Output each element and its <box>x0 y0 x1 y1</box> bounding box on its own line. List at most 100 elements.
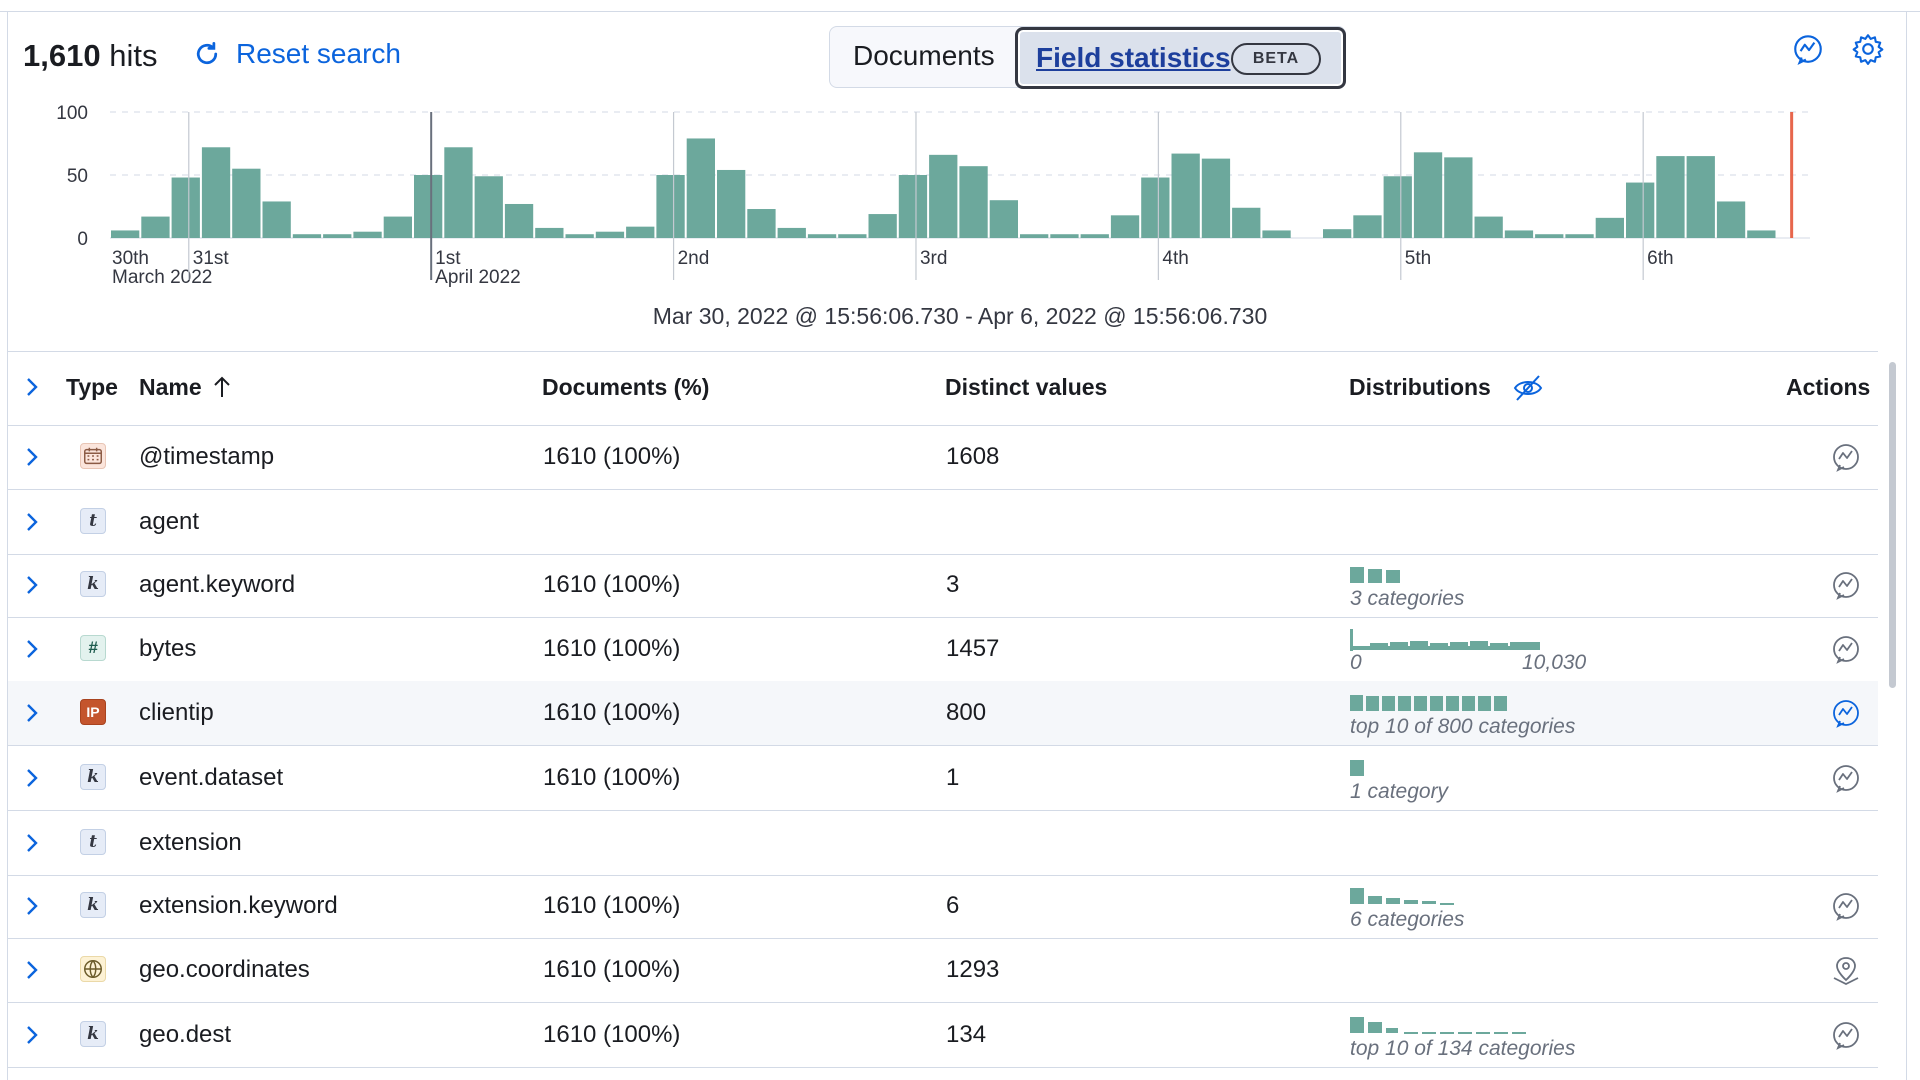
histogram-bar[interactable] <box>171 177 200 238</box>
reset-search-button[interactable]: Reset search <box>192 38 401 70</box>
histogram-bar[interactable] <box>1504 230 1534 238</box>
histogram-bar[interactable] <box>1201 158 1231 238</box>
histogram-bar[interactable] <box>1716 201 1746 238</box>
histogram-bar[interactable] <box>747 209 776 238</box>
histogram-bar[interactable] <box>1656 156 1685 238</box>
histogram-bar[interactable] <box>1020 234 1049 238</box>
x-tick-label: 3rd <box>920 248 947 269</box>
hits-label: hits <box>109 38 158 73</box>
distribution-bar <box>1458 1032 1472 1034</box>
tab-documents[interactable]: Documents <box>853 40 995 71</box>
map-pin-icon[interactable] <box>1830 954 1862 986</box>
histogram-bar[interactable] <box>898 175 928 238</box>
histogram-bar[interactable] <box>1413 152 1443 238</box>
chevron-right-icon[interactable] <box>22 509 42 535</box>
histogram-bar[interactable] <box>504 203 534 238</box>
column-header-documents[interactable]: Documents (%) <box>542 374 710 400</box>
histogram-bar[interactable] <box>959 166 988 238</box>
documents-count: 1610 (100%) <box>543 443 681 470</box>
chevron-right-icon[interactable] <box>22 893 42 919</box>
column-header-distinct-values[interactable]: Distinct values <box>945 374 1108 400</box>
histogram-bar[interactable] <box>1080 234 1109 238</box>
distribution-bar <box>1350 629 1353 651</box>
histogram-bar[interactable] <box>1262 230 1291 238</box>
histogram-bar[interactable] <box>323 234 352 238</box>
chevron-right-icon[interactable] <box>22 957 42 983</box>
chevron-right-icon[interactable] <box>22 830 42 856</box>
chevron-right-icon[interactable] <box>22 700 42 726</box>
field-name: extension <box>139 829 242 856</box>
table-top-border <box>8 351 1878 352</box>
ai-assistant-icon[interactable] <box>1791 32 1825 66</box>
histogram-bar[interactable] <box>292 234 322 238</box>
distribution-chart <box>1350 695 1507 711</box>
ai-assistant-icon[interactable] <box>1830 633 1862 665</box>
ai-assistant-icon[interactable] <box>1830 1019 1862 1051</box>
distribution-max-label: 10,030 <box>1522 651 1587 674</box>
histogram-bar[interactable] <box>383 216 412 238</box>
documents-count: 1610 (100%) <box>543 571 681 598</box>
histogram-bar[interactable] <box>262 201 291 238</box>
histogram-bar[interactable] <box>353 231 382 238</box>
histogram-bar[interactable] <box>1474 216 1503 238</box>
histogram-bar[interactable] <box>1353 215 1382 238</box>
gear-icon[interactable] <box>1851 32 1885 66</box>
eye-closed-icon[interactable] <box>1512 373 1544 403</box>
histogram-bar[interactable] <box>777 227 806 238</box>
histogram-bar[interactable] <box>656 175 685 238</box>
histogram-bar[interactable] <box>1565 234 1594 238</box>
chevron-right-icon[interactable] <box>22 636 42 662</box>
histogram-bar[interactable] <box>929 154 958 238</box>
expand-all-chevron-icon[interactable] <box>22 374 42 400</box>
histogram-bar[interactable] <box>1050 234 1079 238</box>
column-header-type[interactable]: Type <box>66 374 118 400</box>
column-header-name[interactable]: Name <box>139 374 230 401</box>
ai-assistant-icon[interactable] <box>1830 762 1862 794</box>
histogram-bar[interactable] <box>626 226 655 238</box>
histogram-bar[interactable] <box>1535 234 1564 238</box>
histogram-bar[interactable] <box>1747 230 1776 238</box>
histogram-bar[interactable] <box>1171 153 1200 238</box>
distinct-values-count: 1457 <box>946 635 1000 662</box>
histogram-bar[interactable] <box>444 147 473 238</box>
chevron-right-icon[interactable] <box>22 444 42 470</box>
histogram-bar[interactable] <box>414 175 443 238</box>
ai-assistant-icon[interactable] <box>1830 569 1862 601</box>
histogram-bar[interactable] <box>807 234 837 238</box>
histogram-bar[interactable] <box>989 200 1018 238</box>
histogram-bar[interactable] <box>1323 229 1352 238</box>
histogram-bar[interactable] <box>1444 157 1473 238</box>
column-header-actions: Actions <box>1786 374 1871 400</box>
histogram-bar[interactable] <box>1110 215 1140 238</box>
chevron-right-icon[interactable] <box>22 1022 42 1048</box>
ai-assistant-icon[interactable] <box>1830 441 1862 473</box>
histogram-bar[interactable] <box>474 176 503 238</box>
ai-assistant-icon[interactable] <box>1830 697 1862 729</box>
field-name: event.dataset <box>139 764 284 791</box>
x-tick-sublabel: April 2022 <box>435 267 521 288</box>
histogram-bar[interactable] <box>141 216 170 238</box>
chevron-right-icon[interactable] <box>22 765 42 791</box>
histogram-bar[interactable] <box>717 169 746 238</box>
table-scrollbar[interactable] <box>1889 362 1896 688</box>
histogram-bar[interactable] <box>535 227 564 238</box>
histogram-bar[interactable] <box>595 231 625 238</box>
histogram-bar[interactable] <box>1383 176 1412 238</box>
chevron-right-icon[interactable] <box>22 572 42 598</box>
histogram-bar[interactable] <box>1141 177 1170 238</box>
histogram-bar[interactable] <box>1686 156 1715 238</box>
histogram-bar[interactable] <box>232 168 261 238</box>
histogram-bar[interactable] <box>868 214 897 238</box>
histogram-bar[interactable] <box>1626 182 1655 238</box>
histogram-bar[interactable] <box>686 138 715 238</box>
hits-counter: 1,610 hits <box>23 38 157 74</box>
histogram-bar[interactable] <box>1232 207 1261 238</box>
tab-field-statistics[interactable]: Field statistics BETA <box>1015 27 1346 89</box>
histogram-bar[interactable] <box>201 147 231 238</box>
histogram-bar[interactable] <box>111 230 140 238</box>
histogram-bar[interactable] <box>1595 217 1624 238</box>
histogram-bar[interactable] <box>838 234 867 238</box>
ai-assistant-icon[interactable] <box>1830 890 1862 922</box>
histogram-bar[interactable] <box>565 234 594 238</box>
